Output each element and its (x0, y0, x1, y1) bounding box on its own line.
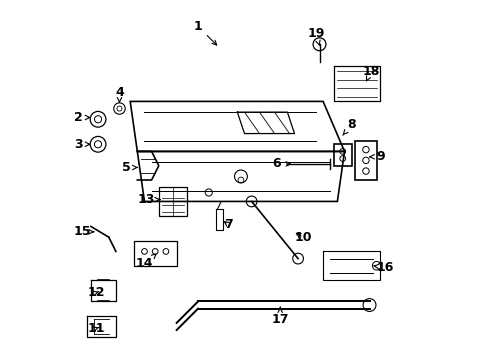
Text: 8: 8 (342, 118, 355, 135)
Text: 17: 17 (271, 307, 288, 326)
Text: 19: 19 (306, 27, 324, 46)
Text: 9: 9 (369, 150, 384, 163)
Text: 14: 14 (136, 254, 156, 270)
Text: 18: 18 (362, 64, 379, 81)
Text: 12: 12 (87, 286, 105, 299)
Text: 6: 6 (272, 157, 290, 170)
Text: 5: 5 (122, 161, 137, 174)
Text: 11: 11 (87, 322, 105, 335)
Text: 16: 16 (373, 261, 393, 274)
Text: 1: 1 (193, 20, 216, 45)
Text: 10: 10 (294, 231, 311, 244)
Text: 13: 13 (137, 193, 160, 206)
Text: 4: 4 (115, 86, 123, 102)
Text: 15: 15 (73, 225, 94, 238)
Text: 3: 3 (74, 138, 89, 151)
Text: 7: 7 (224, 218, 232, 231)
Text: 2: 2 (74, 111, 89, 124)
